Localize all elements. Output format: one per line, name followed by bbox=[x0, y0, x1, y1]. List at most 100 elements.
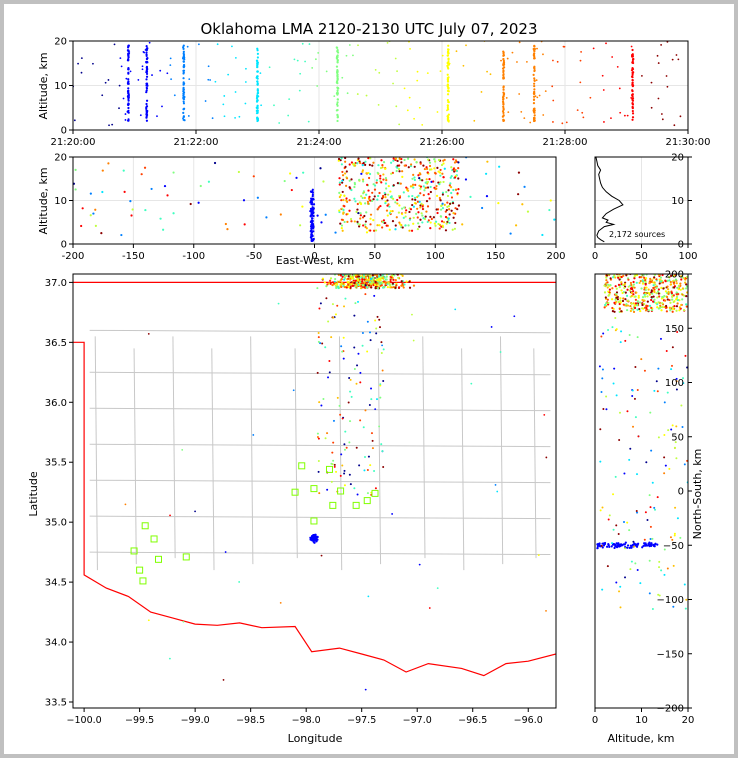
plan-source-point bbox=[358, 464, 361, 467]
ta-source-point bbox=[145, 45, 148, 48]
ew-source-point bbox=[340, 218, 344, 221]
ns-source-point bbox=[649, 525, 652, 528]
ew-source-point bbox=[339, 193, 342, 197]
ew-source-point bbox=[356, 162, 359, 165]
ew-source-point bbox=[436, 166, 439, 169]
ta-source-point bbox=[396, 70, 398, 73]
plan-source-point bbox=[347, 283, 350, 286]
plan-source-point bbox=[389, 286, 392, 289]
ta-source-point bbox=[182, 55, 186, 58]
ns-source-point bbox=[601, 506, 604, 509]
ns-source-point bbox=[671, 295, 674, 298]
ns-source-point bbox=[612, 276, 615, 279]
ns-source-point bbox=[634, 274, 637, 277]
ew-source-point bbox=[389, 210, 392, 213]
plan-source-point bbox=[371, 281, 374, 284]
ns-source-point bbox=[651, 607, 654, 610]
ew-source-point bbox=[457, 177, 460, 180]
ns-source-point bbox=[596, 545, 600, 548]
ew-source-point bbox=[417, 211, 420, 214]
plan-source-point bbox=[370, 271, 372, 273]
ta-source-point bbox=[260, 104, 263, 107]
plan-source-point bbox=[333, 463, 336, 466]
ta-source-point bbox=[446, 54, 450, 57]
ta-source-point bbox=[592, 47, 595, 50]
ns-source-point bbox=[638, 301, 642, 304]
ta-source-point bbox=[183, 95, 186, 98]
ns-source-point bbox=[611, 287, 614, 290]
ta-source-point bbox=[533, 48, 536, 52]
ew-source-point bbox=[419, 218, 422, 221]
ta-source-point bbox=[316, 85, 319, 87]
ew-source-point bbox=[392, 184, 395, 187]
ta-source-point bbox=[278, 122, 281, 124]
plan-source-point bbox=[389, 284, 392, 287]
ew-source-point bbox=[390, 172, 393, 175]
ta-source-point bbox=[603, 121, 605, 123]
ns-source-point bbox=[669, 283, 672, 286]
ta-source-point bbox=[145, 53, 148, 56]
ns-source-point bbox=[612, 528, 615, 531]
ew-source-point bbox=[419, 204, 422, 207]
ew-source-point bbox=[340, 157, 343, 160]
ew-source-point bbox=[388, 211, 391, 215]
plan-source-point bbox=[348, 441, 351, 444]
ns-source-point bbox=[673, 286, 676, 289]
ta-source-point bbox=[214, 80, 217, 83]
plan-source-point bbox=[334, 313, 337, 316]
ew-source-point bbox=[150, 187, 153, 191]
ns-source-point bbox=[643, 369, 646, 372]
ew-source-point bbox=[381, 164, 384, 167]
plan-source-point bbox=[332, 441, 335, 444]
ew-source-point bbox=[439, 208, 443, 211]
ta-source-point bbox=[626, 114, 629, 117]
ew-source-point bbox=[399, 182, 402, 185]
ew-source-point bbox=[378, 224, 381, 227]
ns-source-point bbox=[626, 410, 629, 413]
plan-ytick-label: 36.0 bbox=[45, 398, 67, 409]
plan-source-point bbox=[336, 396, 339, 399]
ns-source-point bbox=[665, 304, 668, 308]
ta-source-point bbox=[256, 116, 259, 119]
ta-source-point bbox=[169, 64, 172, 67]
ta-source-point bbox=[506, 57, 509, 60]
ew-source-point bbox=[421, 179, 424, 182]
plan-source-point bbox=[321, 342, 324, 345]
plan-source-point bbox=[318, 307, 321, 310]
plan-source-point bbox=[328, 279, 332, 282]
lma-station-marker bbox=[371, 489, 379, 497]
ew-source-point bbox=[344, 157, 347, 160]
ns-source-point bbox=[675, 305, 679, 308]
plan-source-point bbox=[383, 280, 386, 283]
ew-source-point bbox=[391, 171, 394, 174]
plan-source-point bbox=[378, 425, 380, 428]
ew-source-point bbox=[421, 221, 424, 224]
plan-ytick-label: 36.5 bbox=[45, 338, 67, 349]
ew-source-point bbox=[434, 187, 437, 191]
plan-source-point bbox=[337, 280, 340, 284]
ta-source-point bbox=[141, 68, 144, 71]
ew-source-point bbox=[337, 157, 341, 161]
plan-source-point bbox=[316, 287, 319, 290]
ta-source-point bbox=[186, 45, 189, 48]
ew-source-point bbox=[380, 181, 383, 184]
plan-xtick-label: −98.5 bbox=[236, 715, 265, 726]
ns-source-point bbox=[626, 304, 630, 307]
county-line bbox=[89, 515, 551, 520]
plan-source-point bbox=[389, 280, 392, 283]
ns-source-point bbox=[681, 426, 684, 429]
ew-source-point bbox=[356, 220, 359, 223]
ew-source-point bbox=[541, 233, 544, 237]
ta-source-point bbox=[314, 58, 317, 61]
ew-source-point bbox=[348, 209, 351, 212]
ns-source-point bbox=[670, 428, 673, 431]
ns-source-point bbox=[615, 542, 618, 545]
plan-source-point bbox=[380, 352, 383, 355]
ns-source-point bbox=[674, 274, 677, 277]
ew-source-point bbox=[418, 184, 421, 187]
ns-source-point bbox=[659, 276, 663, 279]
ew-source-point bbox=[429, 221, 432, 224]
ew-source-point bbox=[414, 198, 417, 201]
ta-source-point bbox=[336, 57, 338, 60]
ta-source-point bbox=[127, 72, 130, 75]
